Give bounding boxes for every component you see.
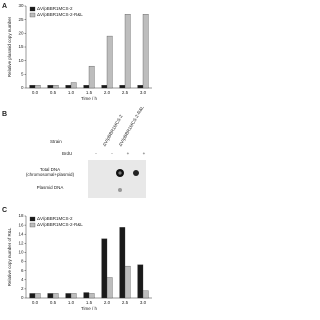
bar [52, 293, 59, 299]
bar [124, 14, 131, 89]
y-tick-label: 15 [18, 44, 24, 49]
bar [119, 85, 126, 89]
bar [47, 85, 54, 89]
y-tick-label: 25 [18, 17, 24, 22]
blot-dot [118, 188, 122, 192]
bar [119, 227, 126, 299]
x-tick-label: 1.5 [86, 90, 93, 95]
x-tick-label: 0.5 [50, 90, 57, 95]
brdu-label: BrdU [62, 151, 72, 156]
blot-dot-center [118, 171, 122, 175]
legend-swatch [29, 12, 36, 18]
bar [83, 85, 90, 89]
bar [137, 85, 144, 89]
bar [70, 293, 77, 299]
y-tick-label: 0 [21, 295, 24, 300]
legend-label: ΔV/pBBR1MCS-2 [37, 6, 73, 11]
bar [101, 85, 108, 89]
bar [34, 293, 41, 299]
y-axis-label: Relative plasmid copy number [7, 16, 12, 77]
x-tick-label: 0.5 [50, 300, 57, 305]
y-tick-label: 12 [18, 241, 24, 246]
row-label: Total DNA (chromosomal+plasmid) [26, 167, 75, 177]
legend-swatch [29, 222, 36, 228]
y-tick-label: 14 [18, 231, 24, 236]
legend-label: ΔV/pBBR1MCS-2-R&L [37, 222, 83, 227]
bar [34, 85, 41, 89]
bar [137, 264, 144, 299]
y-tick-label: 4 [21, 277, 24, 282]
bar [106, 35, 113, 89]
strain-name: ΔV/pBBR1MCS-2-R&L [118, 105, 145, 148]
strain-label: Strain [50, 139, 62, 144]
bar [106, 277, 113, 299]
bar [83, 292, 90, 299]
bar [142, 290, 149, 299]
x-tick-label: 3.0 [140, 90, 147, 95]
bar [101, 238, 108, 299]
row-label: Plasmid DNA [37, 185, 64, 190]
x-axis-label: Time / h [81, 306, 98, 311]
brdu-sign: - [95, 151, 97, 156]
x-tick-label: 2.0 [104, 90, 111, 95]
x-tick-label: 0.0 [32, 90, 39, 95]
x-tick-label: 2.0 [104, 300, 111, 305]
bar [52, 85, 59, 89]
blot-membrane [88, 160, 146, 198]
panel-letter: A [2, 3, 7, 10]
x-tick-label: 1.0 [68, 300, 75, 305]
y-tick-label: 5 [21, 72, 24, 77]
y-tick-label: 6 [21, 268, 24, 273]
bar [29, 293, 36, 299]
brdu-sign: + [143, 151, 146, 156]
legend-label: ΔV/pBBR1MCS-2 [37, 216, 73, 221]
bar [29, 85, 36, 89]
blot-dot [133, 170, 139, 176]
bar [47, 293, 54, 299]
y-tick-label: 20 [18, 31, 24, 36]
y-axis-label: Relative copy number of R&L [7, 227, 12, 286]
legend-swatch [29, 6, 36, 12]
y-tick-label: 30 [18, 3, 24, 8]
brdu-sign: - [111, 151, 113, 156]
x-tick-label: 2.5 [122, 300, 129, 305]
bar [65, 85, 72, 89]
x-tick-label: 3.0 [140, 300, 147, 305]
panel-letter: B [2, 111, 7, 118]
bar [88, 65, 95, 89]
y-tick-label: 10 [18, 58, 24, 63]
y-tick-label: 18 [18, 213, 24, 218]
bar [124, 265, 131, 299]
legend-label: ΔV/pBBR1MCS-2-R&L [37, 12, 83, 17]
x-tick-label: 1.0 [68, 90, 75, 95]
x-tick-label: 0.0 [32, 300, 39, 305]
y-tick-label: 0 [21, 85, 24, 90]
legend-swatch [29, 216, 36, 222]
x-tick-label: 1.5 [86, 300, 93, 305]
y-tick-label: 8 [21, 259, 24, 264]
x-tick-label: 2.5 [122, 90, 129, 95]
brdu-sign: + [127, 151, 130, 156]
bar [65, 293, 72, 299]
y-tick-label: 2 [21, 286, 24, 291]
y-tick-label: 10 [18, 250, 24, 255]
bar [70, 82, 77, 89]
panel-letter: C [2, 207, 7, 214]
bar [88, 293, 95, 299]
y-tick-label: 16 [18, 222, 24, 227]
x-axis-label: Time / h [81, 96, 98, 101]
bar [142, 14, 149, 89]
